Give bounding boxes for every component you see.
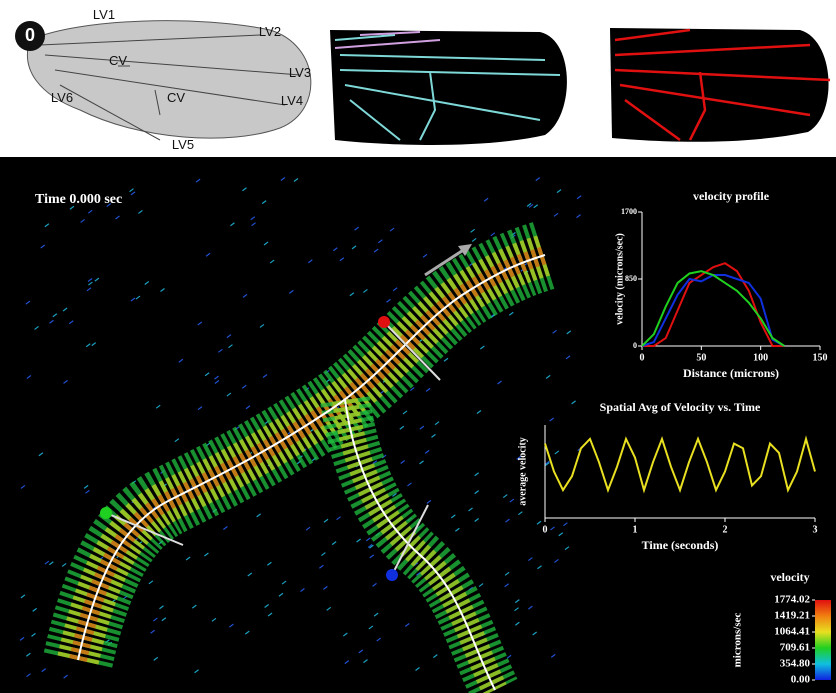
wing-label: LV1	[93, 7, 115, 22]
colorbar-tick-label: 1419.21	[774, 610, 810, 622]
wing-label: LV6	[51, 90, 73, 105]
chart-title: Spatial Avg of Velocity vs. Time	[600, 400, 761, 414]
colorbar	[815, 600, 831, 680]
wing-label: LV3	[289, 65, 311, 80]
probe-point	[386, 569, 398, 581]
wing-label: CV	[109, 53, 127, 68]
x-tick-label: 0	[640, 352, 645, 363]
wing-label: LV4	[281, 93, 303, 108]
colorbar-tick-label: 709.61	[780, 642, 810, 654]
wing-label: LV2	[259, 24, 281, 39]
y-axis-label: average velocity	[517, 437, 528, 506]
x-tick-label: 0	[543, 524, 548, 535]
colorbar-label: microns/sec	[732, 612, 744, 667]
x-tick-label: 2	[723, 524, 728, 535]
wing-panel: 0 LV1 LV2 CV LV3 LV6 CV LV4 LV5	[15, 7, 830, 152]
colorbar-tick-label: 1774.02	[774, 594, 810, 606]
colorbar-tick-label: 1064.41	[774, 626, 810, 638]
y-tick-label: 0	[633, 341, 637, 350]
wing-map	[330, 30, 567, 145]
colorbar-title: velocity	[770, 570, 809, 584]
probe-point	[378, 316, 390, 328]
colorbar-tick-label: 354.80	[780, 658, 811, 670]
x-tick-label: 150	[813, 352, 828, 363]
badge-label: 0	[25, 25, 35, 45]
chart-title: velocity profile	[693, 189, 770, 203]
wing-label: LV5	[172, 137, 194, 152]
figure: 0 LV1LV2CVLV3LV6CVLV4LV5 Time 0.000 sec …	[0, 0, 836, 693]
y-tick-label: 1700	[621, 207, 637, 216]
x-axis-label: Time (seconds)	[642, 538, 719, 552]
x-tick-label: 3	[813, 524, 818, 535]
colorbar-tick-label: 0.00	[791, 674, 811, 686]
page: 0 LV1LV2CVLV3LV6CVLV4LV5 Time 0.000 sec …	[0, 0, 836, 693]
x-axis-label: Distance (microns)	[683, 366, 779, 380]
y-tick-label: 850	[625, 274, 637, 283]
x-tick-label: 100	[753, 352, 768, 363]
probe-point	[100, 507, 112, 519]
wing-label: CV	[167, 90, 185, 105]
y-axis-label: velocity (microns/sec)	[614, 233, 625, 325]
x-tick-label: 50	[696, 352, 706, 363]
x-tick-label: 1	[633, 524, 638, 535]
